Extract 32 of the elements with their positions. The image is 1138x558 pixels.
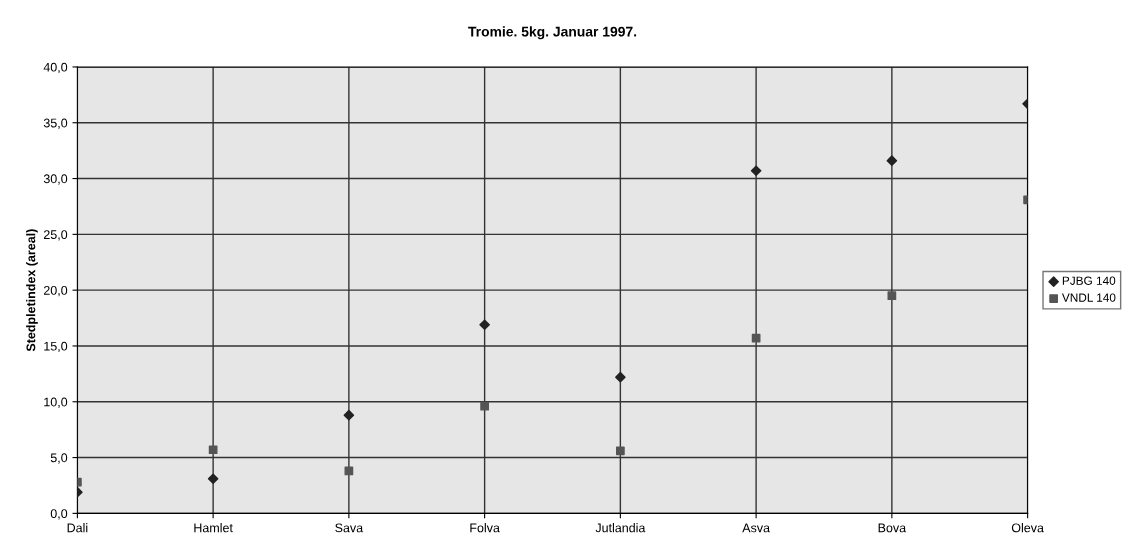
legend-label: PJBG 140: [1062, 276, 1116, 285]
x-tick-label: Bova: [878, 523, 907, 533]
y-tick-label: 30,0: [43, 174, 68, 185]
x-tick-label: Sava: [335, 523, 364, 533]
y-tick-label: 25,0: [43, 230, 68, 241]
y-tick-label: 35,0: [43, 118, 68, 129]
x-tick-label: Hamlet: [194, 523, 233, 533]
y-tick-label: 20,0: [43, 285, 68, 297]
point: [887, 291, 897, 301]
x-tick-label: Folva: [470, 523, 500, 533]
point: [479, 319, 490, 331]
y-tick-label: 40,0: [43, 62, 68, 74]
point: [751, 333, 761, 343]
y-tick-label: 5,0: [50, 453, 68, 464]
x-tick-label: Jutlandia: [595, 523, 646, 533]
point: [207, 473, 219, 485]
y-tick-label: 0,0: [50, 509, 68, 520]
y-axis-title: Stedpletindex (areal): [26, 229, 38, 352]
point: [886, 155, 898, 167]
point: [480, 401, 489, 411]
legend-label: VNDL 140: [1061, 293, 1116, 302]
x-tick-label: Oleva: [1011, 523, 1044, 533]
x-tick-label: Asva: [742, 523, 771, 533]
y-tick-label: 10,0: [44, 397, 68, 408]
point: [615, 371, 626, 383]
point: [750, 165, 762, 177]
point: [616, 446, 625, 456]
point: [343, 409, 355, 421]
x-tick-label: Dali: [67, 523, 88, 533]
point: [208, 445, 218, 455]
y-tick-label: 15,0: [44, 341, 68, 353]
chart-title: Tromie. 5kg. Januar 1997.: [468, 26, 637, 40]
